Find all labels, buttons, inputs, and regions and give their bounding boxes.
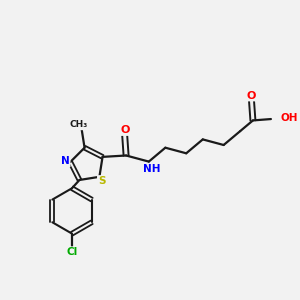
Text: OH: OH [280,113,298,124]
Text: N: N [61,156,70,167]
Text: NH: NH [143,164,161,174]
Text: S: S [98,176,105,186]
Text: O: O [120,125,129,135]
Text: Cl: Cl [66,247,78,257]
Text: O: O [247,91,256,100]
Text: CH₃: CH₃ [70,121,88,130]
